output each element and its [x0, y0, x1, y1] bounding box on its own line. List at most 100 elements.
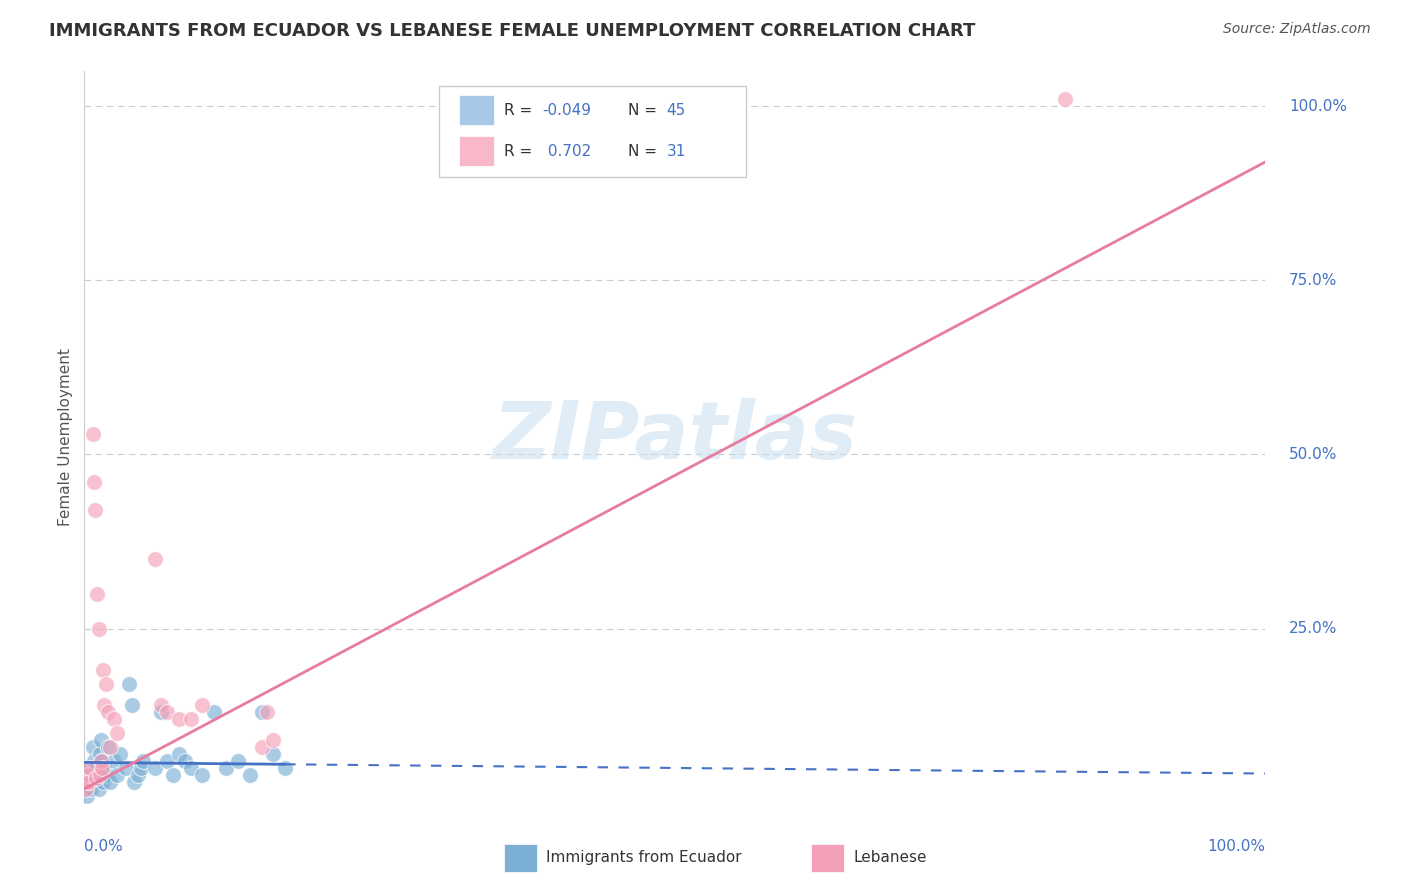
Point: [91, 754, 114, 768]
Text: 31: 31: [666, 144, 686, 159]
Point: [76, 775, 98, 789]
Point: [79, 761, 101, 775]
Point: [94, 768, 117, 782]
Point: [127, 768, 149, 782]
Point: [84, 775, 107, 789]
Point: [86, 768, 108, 782]
Text: 50.0%: 50.0%: [1289, 447, 1337, 462]
Point: [77, 761, 100, 775]
Point: [202, 705, 225, 719]
Point: [250, 705, 273, 719]
Point: [191, 698, 214, 713]
Point: [77, 775, 100, 789]
Point: [256, 705, 278, 719]
Point: [84, 772, 107, 786]
Point: [143, 552, 166, 566]
Bar: [458, 95, 494, 125]
Point: [75, 781, 97, 796]
Text: 0.702: 0.702: [543, 144, 591, 159]
Point: [83, 754, 105, 768]
Point: [107, 768, 129, 782]
Point: [167, 712, 190, 726]
Point: [150, 705, 173, 719]
Point: [75, 781, 97, 796]
Point: [132, 754, 155, 768]
Point: [215, 761, 238, 775]
Point: [98, 775, 121, 789]
Point: [89, 747, 111, 761]
Point: [77, 775, 100, 789]
Text: 75.0%: 75.0%: [1289, 273, 1337, 288]
Text: -0.049: -0.049: [543, 103, 592, 118]
Point: [114, 761, 136, 775]
Text: N =: N =: [627, 103, 661, 118]
Text: ZIPatlas: ZIPatlas: [492, 398, 858, 476]
Point: [77, 768, 100, 782]
Bar: [811, 844, 844, 871]
Point: [94, 677, 117, 691]
Point: [80, 781, 103, 796]
Bar: [458, 136, 494, 166]
Point: [93, 698, 115, 713]
Point: [90, 754, 112, 768]
Point: [250, 740, 273, 755]
Point: [82, 426, 104, 441]
Point: [84, 761, 107, 775]
Point: [239, 768, 262, 782]
Text: R =: R =: [503, 103, 537, 118]
Bar: [503, 844, 537, 871]
Point: [262, 733, 284, 747]
Text: IMMIGRANTS FROM ECUADOR VS LEBANESE FEMALE UNEMPLOYMENT CORRELATION CHART: IMMIGRANTS FROM ECUADOR VS LEBANESE FEMA…: [49, 22, 976, 40]
Point: [143, 761, 166, 775]
Point: [82, 740, 104, 755]
Point: [97, 740, 120, 755]
Text: 0.0%: 0.0%: [84, 839, 124, 855]
Point: [180, 712, 202, 726]
Point: [93, 761, 115, 775]
Point: [91, 775, 114, 789]
Text: 25.0%: 25.0%: [1289, 621, 1337, 636]
Text: 100.0%: 100.0%: [1289, 99, 1347, 113]
Point: [108, 747, 131, 761]
Point: [87, 622, 110, 636]
Point: [122, 775, 145, 789]
Point: [86, 587, 108, 601]
Point: [103, 754, 125, 768]
Point: [121, 698, 143, 713]
Point: [167, 747, 190, 761]
Point: [150, 698, 173, 713]
Point: [274, 761, 297, 775]
Point: [191, 768, 214, 782]
Point: [180, 761, 202, 775]
Point: [98, 740, 121, 755]
Text: Lebanese: Lebanese: [853, 850, 927, 865]
Point: [1053, 92, 1076, 106]
Point: [262, 747, 284, 761]
Point: [91, 664, 114, 678]
Text: 45: 45: [666, 103, 686, 118]
Text: R =: R =: [503, 144, 537, 159]
Point: [87, 781, 110, 796]
Point: [162, 768, 184, 782]
Point: [173, 754, 195, 768]
Point: [156, 754, 179, 768]
Point: [91, 761, 114, 775]
Point: [84, 503, 107, 517]
Text: Source: ZipAtlas.com: Source: ZipAtlas.com: [1223, 22, 1371, 37]
Point: [107, 726, 129, 740]
Point: [83, 475, 105, 490]
Point: [156, 705, 179, 719]
Point: [103, 712, 125, 726]
Text: Immigrants from Ecuador: Immigrants from Ecuador: [546, 850, 742, 865]
Point: [226, 754, 249, 768]
Y-axis label: Female Unemployment: Female Unemployment: [58, 348, 73, 526]
Point: [89, 768, 111, 782]
FancyBboxPatch shape: [439, 86, 745, 178]
Point: [79, 768, 101, 782]
Point: [90, 733, 112, 747]
Text: 100.0%: 100.0%: [1208, 839, 1265, 855]
Point: [118, 677, 141, 691]
Point: [76, 789, 98, 803]
Point: [129, 761, 152, 775]
Text: N =: N =: [627, 144, 661, 159]
